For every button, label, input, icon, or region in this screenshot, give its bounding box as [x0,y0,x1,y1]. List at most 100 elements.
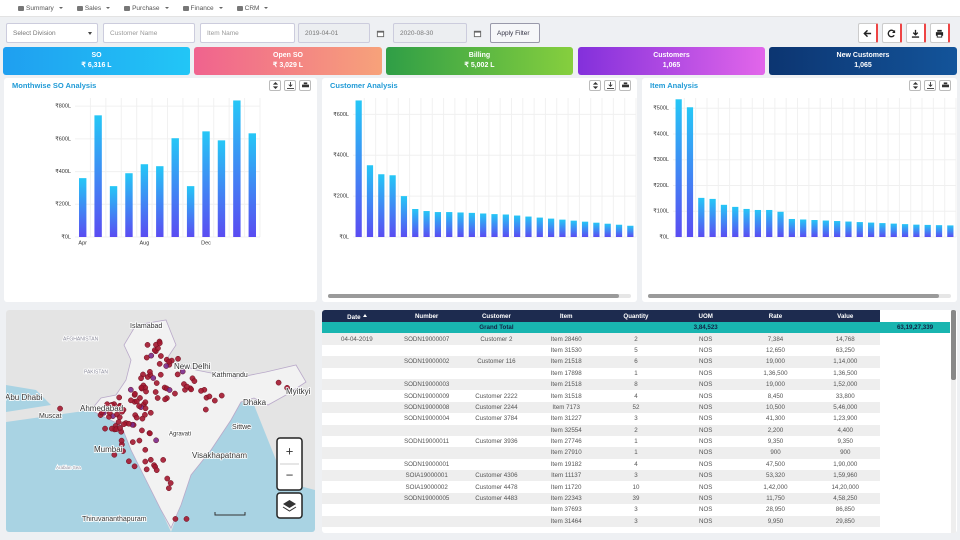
download-icon[interactable] [604,80,616,91]
scrollbar[interactable] [328,294,631,298]
table-cell: 19,000 [740,356,811,368]
print-button[interactable] [930,23,950,43]
location-dot [142,458,149,465]
table-cell [322,504,392,515]
table-cell: 1 [634,369,638,377]
table-cell: Item 21518 [531,356,602,368]
table-row: Item 32554 2 NOS 2,200 4,400 [322,424,950,436]
column-header[interactable]: Date [322,310,392,322]
location-dot [128,397,134,404]
column-header[interactable]: Rate [740,310,811,322]
location-dot [153,437,159,444]
kpi-card: New Customers 1,065 [769,47,957,75]
calendar-icon[interactable] [372,23,388,43]
y-tick-label: ₹100L [653,208,669,215]
table-cell: NOS [699,369,713,377]
bar [935,225,943,237]
nav-text: Purchase [132,4,160,12]
sort-icon[interactable] [909,80,921,91]
table-row: Item 17898 1 NOS 1,36,500 1,36,500 [322,368,950,379]
nav-item[interactable]: Purchase [124,4,169,12]
column-header[interactable]: Item [531,310,602,322]
location-dot [175,355,181,362]
nav-item[interactable]: Summary [18,5,63,12]
kpi-label: Billing [468,52,491,59]
location-dot [116,414,123,421]
print-icon[interactable] [299,80,311,91]
sort-icon[interactable] [269,80,281,91]
zoom-in[interactable]: + [286,443,294,458]
table-cell: NOS [670,515,741,528]
download-button[interactable] [906,23,926,43]
table-cell: NOS [699,346,713,354]
table-cell: 53,320 [740,470,811,482]
apply-filter-button[interactable]: Apply Filter [490,23,540,43]
bar [457,212,464,237]
bar [686,107,694,237]
table-cell [322,515,392,528]
map-label: Dhaka [243,398,267,407]
kpi-label: Customers [653,52,690,59]
table-row: SODN19000008 Customer 2244 Item 7173 52 NOS 1… [322,401,950,414]
kpi-label: Open SO [273,52,303,59]
bar [834,221,841,237]
customer-input[interactable]: Customer Name [103,23,195,43]
scrollbar[interactable] [648,294,951,298]
back-button[interactable] [858,23,878,43]
bar [890,223,897,237]
download-icon[interactable] [924,80,936,91]
print-icon[interactable] [939,80,951,91]
nav-text: Summary [26,4,54,12]
location-dot [166,387,173,393]
sea [6,385,51,412]
print-icon[interactable] [619,80,631,91]
bar [743,208,750,237]
map-panel[interactable]: AFGHANISTAN Islamabad PAKISTAN New Delhi Kat… [6,310,315,532]
to-date-text: 2020-08-30 [400,30,434,37]
table-row: Item 27910 1 NOS 900 900 [322,447,950,459]
location-dot [162,396,168,403]
table-cell: 3 [601,515,671,528]
table-cell: 900 [810,447,881,459]
table-cell: 9,950 [740,515,811,528]
nav-item[interactable]: Sales [76,5,111,12]
table-cell: 8,450 [767,392,784,400]
to-date[interactable]: 2020-08-30 [393,23,467,43]
calendar-icon[interactable] [469,23,485,43]
nav-item[interactable]: CRM [236,5,269,12]
bar [468,212,475,237]
table-cell [462,368,532,379]
table-row: SODN19000003 Item 21518 8 NOS 19,000 1,52,000 [322,378,950,391]
nav-item[interactable]: Finance [182,5,223,12]
location-dot [153,380,160,386]
table-cell: Customer 2244 [461,401,532,414]
from-date[interactable]: 2019-04-01 [298,23,370,43]
sort-icon[interactable] [589,80,601,91]
item-input[interactable]: Item Name [200,23,295,43]
table-cell: SODN19000002 [391,356,462,368]
location-dot [206,393,213,400]
table-cell [391,424,462,436]
column-header[interactable]: Customer [461,310,532,322]
table-cell: 63,250 [835,346,855,354]
map[interactable]: AFGHANISTAN Islamabad PAKISTAN New DelhiKat… [6,310,315,532]
bar [720,204,728,237]
column-header[interactable]: Quantity [601,310,671,322]
table-cell: Item 31227 [550,415,582,423]
column-header[interactable]: Number [391,310,462,322]
column-header[interactable]: Value [810,310,881,322]
grand-total-cell [601,322,671,334]
location-dot [158,353,164,359]
chart-panel: Monthwise SO Analysis ₹0L ₹200L ₹400L ₹600L… [4,78,317,302]
x-tick-label: Apr [78,240,87,246]
location-dot [211,397,218,404]
scrollbar[interactable] [951,310,956,533]
layers-button[interactable] [276,492,303,519]
division-select[interactable]: Select Division [6,23,98,43]
zoom-out[interactable]: − [286,467,294,482]
download-icon[interactable] [284,80,296,91]
zoom-control[interactable] [276,437,303,491]
refresh-button[interactable] [882,23,902,43]
caret [264,7,269,11]
column-header[interactable]: UOM [670,310,741,322]
